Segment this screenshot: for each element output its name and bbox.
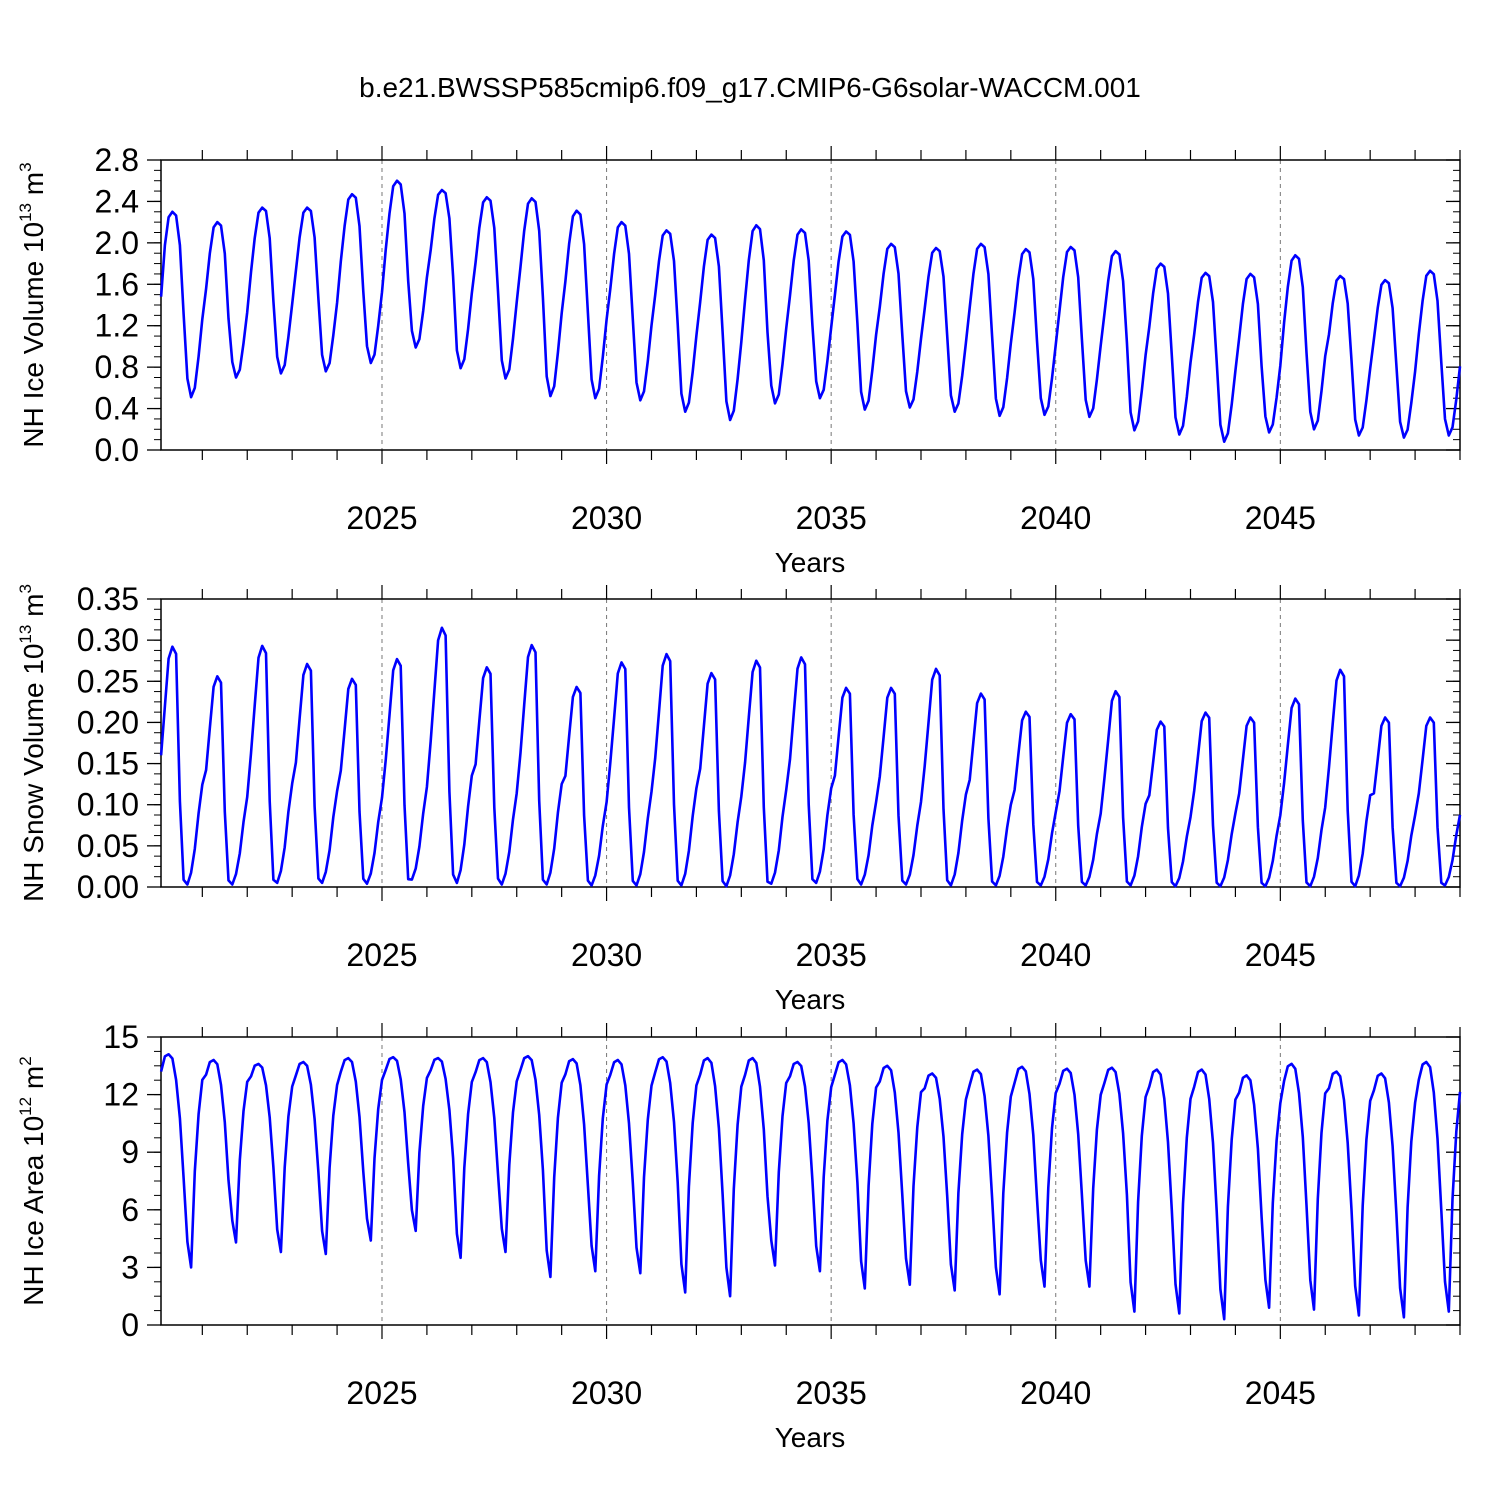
y-tick-label: 2.8 (95, 142, 139, 178)
y-tick-label: 0.00 (77, 869, 139, 905)
y-tick-label: 1.6 (95, 266, 139, 302)
series-line-ice-area (159, 1053, 1462, 1321)
y-tick-label: 0.8 (95, 349, 139, 385)
x-tick-label: 2045 (1245, 1375, 1316, 1411)
y-tick-label: 0.15 (77, 746, 139, 782)
x-tick-label: 2025 (346, 500, 417, 536)
x-tick-label: 2030 (571, 937, 642, 973)
y-tick-label: 0.05 (77, 828, 139, 864)
x-axis-label: Years (775, 984, 846, 1015)
y-tick-label: 2.4 (95, 183, 139, 219)
x-tick-label: 2035 (796, 500, 867, 536)
y-tick-label: 2.0 (95, 225, 139, 261)
x-axis-label: Years (775, 1422, 846, 1453)
y-tick-label: 0.30 (77, 622, 139, 658)
series-line-snow-volume (159, 626, 1462, 888)
y-tick-label: 9 (121, 1134, 139, 1170)
x-tick-label: 2040 (1020, 937, 1091, 973)
x-tick-label: 2030 (571, 1375, 642, 1411)
y-tick-label: 15 (103, 1019, 139, 1055)
x-tick-label: 2025 (346, 1375, 417, 1411)
x-tick-label: 2045 (1245, 937, 1316, 973)
chart-title: b.e21.BWSSP585cmip6.f09_g17.CMIP6-G6sola… (359, 72, 1141, 103)
y-tick-label: 12 (103, 1077, 139, 1113)
y-axis-label: NH Snow Volume 1013 m3 (16, 584, 49, 902)
y-tick-label: 3 (121, 1249, 139, 1285)
x-tick-label: 2035 (796, 937, 867, 973)
y-tick-label: 0 (121, 1307, 139, 1343)
y-tick-label: 0.4 (95, 391, 139, 427)
y-tick-label: 0.20 (77, 704, 139, 740)
y-tick-label: 0.0 (95, 432, 139, 468)
y-tick-label: 0.35 (77, 581, 139, 617)
y-tick-label: 0.25 (77, 663, 139, 699)
x-axis-label: Years (775, 547, 846, 578)
y-axis-label: NH Ice Area 1012 m2 (16, 1056, 49, 1305)
x-tick-label: 2025 (346, 937, 417, 973)
y-tick-label: 1.2 (95, 308, 139, 344)
x-tick-label: 2040 (1020, 500, 1091, 536)
x-tick-label: 2035 (796, 1375, 867, 1411)
series-line-ice-volume (159, 179, 1462, 443)
y-tick-label: 0.10 (77, 787, 139, 823)
y-axis-label: NH Ice Volume 1013 m3 (16, 162, 49, 447)
x-tick-label: 2030 (571, 500, 642, 536)
x-tick-label: 2040 (1020, 1375, 1091, 1411)
y-tick-label: 6 (121, 1192, 139, 1228)
x-tick-label: 2045 (1245, 500, 1316, 536)
